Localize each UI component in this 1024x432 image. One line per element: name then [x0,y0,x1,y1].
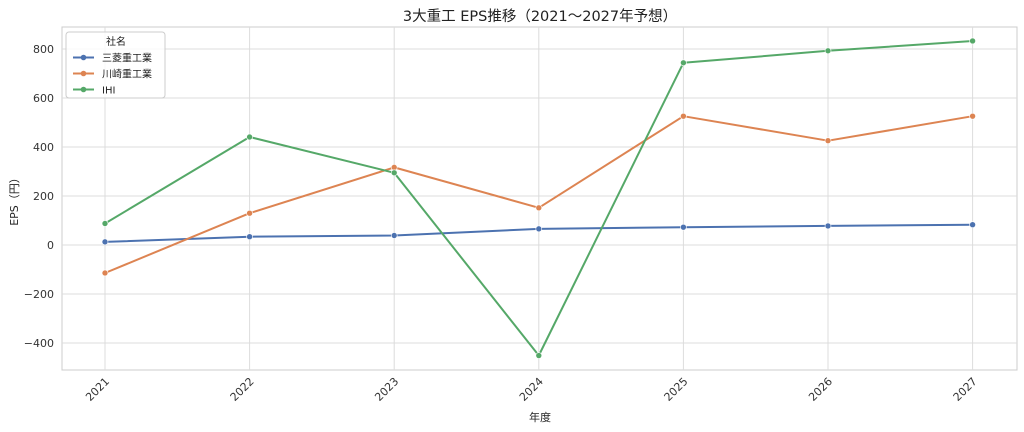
x-tick-label: 2022 [228,375,257,404]
series-point [246,233,253,241]
y-tick-label: 600 [33,92,54,105]
plot-area [61,26,1018,371]
series-point [680,59,687,67]
series-point [390,232,398,239]
series-point [969,221,976,229]
x-tick-label: 2021 [83,375,112,404]
legend-swatch-marker [80,70,87,77]
legend-item: 川崎重工業 [73,68,152,81]
legend-item: 三菱重工業 [73,52,152,65]
legend-label: 三菱重工業 [102,52,152,65]
y-tick-label: 800 [33,43,54,56]
y-tick-label: 0 [47,239,54,252]
legend-swatch-marker [80,54,87,61]
y-tick-label: −200 [24,288,54,301]
series-group [101,221,976,246]
legend-title: 社名 [106,35,126,48]
legend-label: IHI [102,86,115,97]
series-point [680,112,687,120]
series-point [101,238,109,246]
y-tick-label: −400 [24,337,54,350]
x-axis-title: 年度 [529,410,551,424]
series-point [101,269,109,277]
series-lines [101,37,976,359]
series-point [680,223,687,231]
series-point [535,225,543,233]
chart-title: 3大重工 EPS推移（2021～2027年予想） [403,8,677,25]
y-axis-title: EPS（円） [8,172,21,226]
legend-box [65,31,166,99]
legend-swatch-marker [80,86,87,93]
y-tick-labels: −400 −200 0 200 400 600 800 [24,43,54,350]
series-point [969,112,976,120]
y-tick-label: 400 [33,141,54,154]
y-tick-label: 200 [33,190,54,203]
grid-lines [62,27,1017,370]
x-tick-label: 2027 [951,375,980,404]
series-point [390,169,398,177]
x-tick-label: 2024 [517,375,546,404]
series-point [535,352,543,359]
series-point [101,220,109,227]
x-tick-label: 2023 [372,375,401,404]
series-point [824,47,832,55]
x-tick-label: 2025 [662,375,691,404]
series-point [969,37,976,45]
series-point [824,137,832,144]
series-point [824,222,832,230]
x-tick-labels: 2021 2022 2023 2024 2025 2026 2027 [83,375,980,404]
series-group [101,37,976,359]
series-point [535,204,543,212]
legend-label: 川崎重工業 [102,68,152,81]
series-point [246,209,253,217]
series-point [246,133,253,141]
legend-item: IHI [73,86,115,97]
series-group [101,112,976,277]
x-tick-label: 2026 [806,375,835,404]
